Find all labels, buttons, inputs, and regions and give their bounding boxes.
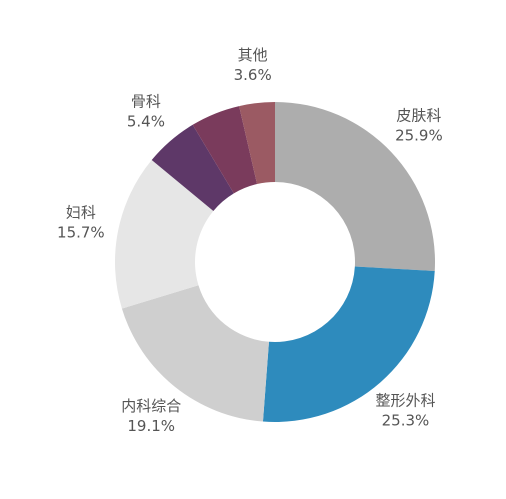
slice bbox=[239, 102, 275, 185]
slice-label: 整形外科 bbox=[375, 391, 435, 409]
value-label: 25.3% bbox=[382, 411, 430, 429]
value-label: 3.6% bbox=[234, 66, 272, 84]
value-label: 5.4% bbox=[127, 112, 165, 130]
slice-label: 内科综合 bbox=[121, 397, 181, 415]
slice-label: 其他 bbox=[238, 46, 268, 64]
value-label: 19.1% bbox=[127, 417, 175, 435]
slice bbox=[115, 160, 214, 309]
slice-label: 妇科 bbox=[66, 204, 96, 222]
value-label: 15.7% bbox=[57, 224, 105, 242]
slice-label: 骨科 bbox=[131, 92, 161, 110]
slice bbox=[262, 266, 435, 422]
value-label: 25.9% bbox=[395, 127, 443, 145]
slice bbox=[151, 124, 234, 212]
slice bbox=[275, 102, 435, 272]
slice-label: 皮肤科 bbox=[396, 107, 441, 125]
slice bbox=[121, 285, 269, 422]
slice bbox=[192, 106, 258, 194]
